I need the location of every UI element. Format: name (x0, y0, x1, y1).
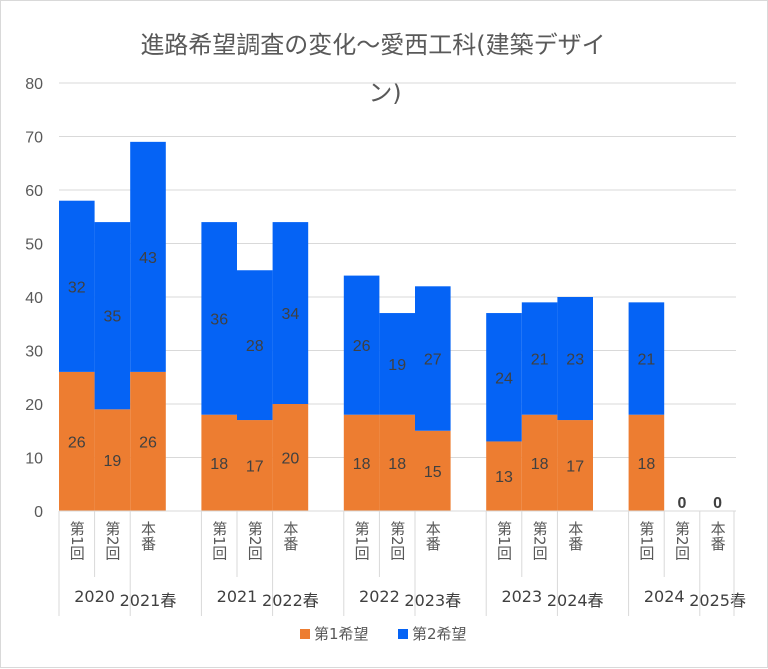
x-category-label: 第1回 (637, 520, 655, 561)
x-category-label: 第1回 (210, 520, 228, 561)
x-category-label: 第2回 (246, 520, 264, 561)
data-label-first-choice: 17 (566, 459, 584, 476)
x-category-label: 本番 (281, 521, 299, 551)
x-group-label-spring: 2024春 (547, 591, 604, 610)
data-label-second-choice: 21 (638, 352, 656, 369)
bar-second-choice (557, 297, 593, 421)
x-group-label-spring: 2023春 (404, 591, 461, 610)
x-category-label: 第2回 (673, 520, 691, 561)
data-label-second-choice: 35 (104, 309, 122, 326)
data-label-second-choice: 26 (353, 338, 371, 355)
bar-second-choice (130, 141, 166, 372)
data-label-first-choice: 18 (531, 456, 549, 473)
bar-first-choice (379, 414, 415, 511)
chart-title-line-1: 進路希望調査の変化～愛西工科(建築デザイ (140, 31, 605, 59)
x-group-label-year: 2023 (501, 587, 542, 606)
y-tick-label: 70 (25, 130, 43, 147)
x-category-label: 本番 (139, 521, 157, 551)
y-tick-label: 20 (25, 397, 43, 414)
data-label-first-choice: 19 (104, 453, 122, 470)
y-tick-label: 80 (25, 76, 43, 93)
y-tick-label: 40 (25, 290, 43, 307)
legend-swatch-second-choice (398, 629, 408, 639)
x-group-label-spring: 2021春 (120, 591, 177, 610)
legend-label-first-choice: 第1希望 (314, 625, 369, 643)
bar-second-choice (237, 270, 273, 421)
data-label-second-choice: 34 (282, 306, 300, 323)
data-label-first-choice: 15 (424, 464, 442, 481)
data-label-first-choice: 13 (495, 469, 513, 486)
y-tick-label: 60 (25, 183, 43, 200)
data-label-first-choice: 18 (353, 456, 371, 473)
x-category-label: 本番 (709, 521, 727, 551)
x-category-label: 第2回 (103, 520, 121, 561)
bar-second-choice (486, 313, 522, 442)
bar-first-choice (343, 414, 380, 511)
bar-first-choice (521, 414, 558, 511)
bar-second-choice (628, 302, 665, 415)
data-label-second-choice: 36 (210, 311, 228, 328)
y-tick-label: 50 (25, 237, 43, 254)
x-category-label: 第1回 (353, 520, 371, 561)
x-category-label: 本番 (566, 521, 584, 551)
y-tick-label: 30 (25, 344, 43, 361)
bar-first-choice (201, 414, 237, 511)
x-group-label-spring: 2022春 (262, 591, 319, 610)
x-group-label-year: 2022 (359, 587, 400, 606)
bar-second-choice (59, 200, 95, 372)
y-tick-label: 10 (25, 451, 43, 468)
data-label-first-choice: 18 (638, 456, 656, 473)
bar-second-choice (272, 222, 309, 404)
bar-first-choice (557, 420, 593, 511)
bar-first-choice (94, 409, 131, 511)
data-label-second-choice: 21 (531, 352, 549, 369)
data-label-second-choice: 43 (139, 250, 157, 267)
x-category-label: 第2回 (388, 520, 406, 561)
x-category-label: 本番 (424, 521, 442, 551)
data-label-first-choice: 18 (388, 456, 406, 473)
data-label-first-choice: 20 (282, 451, 300, 468)
data-label-second-choice: 0 (678, 495, 687, 512)
x-category-label: 第1回 (68, 520, 86, 561)
chart-title-line-2: ン) (368, 79, 401, 107)
bar-first-choice (237, 420, 273, 511)
data-label-second-choice: 0 (713, 495, 722, 512)
x-category-label: 第2回 (531, 520, 549, 561)
data-label-first-choice: 26 (68, 434, 86, 451)
bar-first-choice (628, 414, 665, 511)
data-label-second-choice: 27 (424, 352, 442, 369)
bar-first-choice (486, 441, 522, 511)
data-label-second-choice: 32 (68, 279, 86, 296)
bar-first-choice (272, 404, 309, 511)
data-label-second-choice: 24 (495, 370, 513, 387)
bar-second-choice (94, 222, 131, 410)
x-group-label-year: 2024 (644, 587, 685, 606)
bar-first-choice (415, 430, 451, 511)
x-group-label-spring: 2025春 (689, 591, 746, 610)
data-label-second-choice: 28 (246, 338, 264, 355)
bar-first-choice (130, 371, 166, 511)
data-label-first-choice: 18 (210, 456, 228, 473)
bar-first-choice (59, 371, 95, 511)
bar-second-choice (415, 286, 451, 431)
legend-label-second-choice: 第2希望 (412, 625, 467, 643)
data-label-first-choice: 26 (139, 434, 157, 451)
y-tick-label: 0 (34, 504, 43, 521)
x-category-label: 第1回 (495, 520, 513, 561)
bar-second-choice (521, 302, 558, 415)
x-group-label-year: 2020 (74, 587, 115, 606)
data-label-second-choice: 23 (566, 352, 584, 369)
data-label-first-choice: 17 (246, 459, 264, 476)
bar-second-choice (343, 275, 380, 415)
x-group-label-year: 2021 (217, 587, 258, 606)
bar-second-choice (379, 313, 415, 415)
bar-second-choice (201, 222, 237, 415)
data-label-second-choice: 19 (388, 357, 406, 374)
legend-swatch-first-choice (300, 629, 310, 639)
